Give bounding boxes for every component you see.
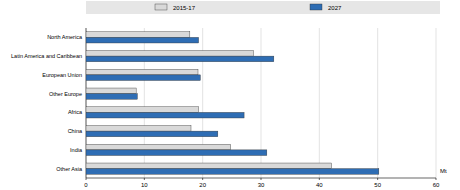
category-label: India xyxy=(70,147,83,153)
bar xyxy=(86,169,379,175)
category-label: Other Europe xyxy=(49,91,82,97)
bar xyxy=(86,94,137,100)
legend-label: 2015-17 xyxy=(173,5,196,11)
category-label: Other Asia xyxy=(56,166,83,172)
x-axis xyxy=(86,178,436,179)
bar xyxy=(86,126,191,132)
category-label: European Union xyxy=(42,72,82,78)
bar xyxy=(86,107,199,113)
bar xyxy=(86,144,231,150)
grid-line xyxy=(319,28,320,178)
tick-label: 30 xyxy=(258,182,265,188)
tick-label: 10 xyxy=(141,182,148,188)
bar xyxy=(86,51,253,57)
bar xyxy=(86,112,244,118)
bar xyxy=(86,150,267,156)
tick-label: 0 xyxy=(84,182,88,188)
axis-label: Mt xyxy=(440,168,447,174)
category-label: China xyxy=(68,128,83,134)
category-label: Latin America and Caribbean xyxy=(11,53,82,59)
bar xyxy=(86,69,198,75)
grid-line xyxy=(377,28,378,178)
legend-box xyxy=(86,1,440,14)
legend-swatch xyxy=(310,4,322,10)
chart: 0 10 20 30 40 50 60 North America Latin America … xyxy=(0,0,460,190)
legend-swatch xyxy=(155,4,167,10)
tick-label: 20 xyxy=(199,182,206,188)
tick-label: 40 xyxy=(316,182,323,188)
bar xyxy=(86,75,200,81)
bar xyxy=(86,163,332,169)
legend-label: 2027 xyxy=(328,5,342,11)
bar xyxy=(86,56,274,62)
category-label: North America xyxy=(47,34,83,40)
bar xyxy=(86,37,199,43)
bar xyxy=(86,131,218,137)
bars xyxy=(86,32,379,174)
category-label: Africa xyxy=(68,109,83,115)
tick-label: 60 xyxy=(433,182,440,188)
bar xyxy=(86,88,136,94)
tick-label: 50 xyxy=(374,182,381,188)
grid-line xyxy=(436,28,437,178)
bar xyxy=(86,32,190,38)
